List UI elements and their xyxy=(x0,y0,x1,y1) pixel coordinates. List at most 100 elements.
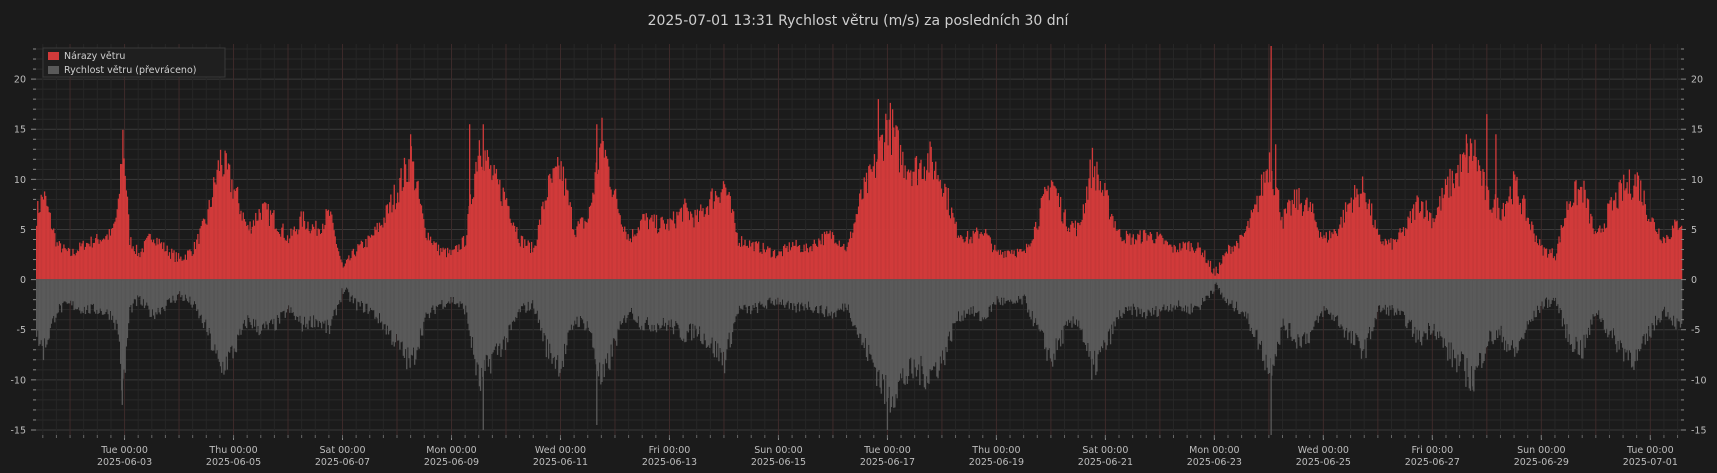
series-bar xyxy=(264,202,266,280)
series-bar xyxy=(602,279,604,365)
series-bar xyxy=(918,169,920,280)
series-bar xyxy=(314,228,316,280)
series-bar xyxy=(776,279,778,305)
series-bar xyxy=(1514,174,1516,280)
series-bar xyxy=(1679,226,1682,280)
series-bar xyxy=(1319,232,1322,280)
series-bar xyxy=(1294,207,1297,280)
series-bar xyxy=(781,256,784,280)
series-bar xyxy=(172,279,174,296)
series-bar xyxy=(587,218,590,280)
series-bar xyxy=(663,279,666,327)
series-bar xyxy=(492,175,494,280)
series-bar xyxy=(507,205,509,280)
series-bar xyxy=(680,279,683,340)
series-bar xyxy=(355,279,357,299)
series-bar xyxy=(1162,279,1164,307)
series-bar xyxy=(1368,279,1371,327)
series-bar xyxy=(696,209,699,280)
series-bar xyxy=(987,279,989,317)
series-bar xyxy=(234,190,236,280)
series-bar xyxy=(1606,279,1608,329)
series-bar xyxy=(166,279,168,300)
series-bar xyxy=(706,279,709,347)
series-bar xyxy=(1013,250,1015,280)
series-bar xyxy=(481,166,483,280)
series-bar xyxy=(664,279,667,323)
series-bar xyxy=(1263,279,1265,361)
series-bar xyxy=(703,279,705,334)
series-bar xyxy=(1123,240,1125,280)
series-bar xyxy=(511,225,513,280)
series-bar xyxy=(1074,220,1077,280)
series-bar xyxy=(681,221,684,280)
series-bar xyxy=(1462,279,1465,355)
series-bar xyxy=(1140,243,1142,280)
series-bar xyxy=(672,279,675,335)
series-bar xyxy=(1223,279,1225,298)
series-bar xyxy=(235,279,238,353)
series-bar xyxy=(553,168,555,280)
series-bar xyxy=(1626,182,1628,280)
series-bar xyxy=(1396,242,1398,280)
series-bar xyxy=(1308,207,1310,280)
series-bar xyxy=(736,279,738,315)
series-bar xyxy=(1042,279,1045,333)
series-bar xyxy=(1655,279,1658,326)
series-bar xyxy=(1409,211,1411,280)
series-bar xyxy=(1055,188,1057,280)
series-bar xyxy=(1280,279,1282,328)
series-bar xyxy=(1576,279,1578,342)
series-bar xyxy=(301,279,303,332)
series-bar xyxy=(855,279,857,328)
series-bar xyxy=(993,279,995,303)
series-bar xyxy=(431,279,433,308)
series-bar xyxy=(906,279,909,384)
series-bar xyxy=(302,279,305,325)
series-bar xyxy=(577,279,579,328)
series-bar xyxy=(1343,222,1346,280)
series-bar xyxy=(743,245,745,280)
series-bar xyxy=(1458,186,1460,280)
series-bar xyxy=(57,245,59,280)
series-bar xyxy=(820,244,822,280)
series-bar xyxy=(56,279,58,314)
series-bar xyxy=(780,279,783,305)
series-bar xyxy=(72,279,74,302)
series-bar xyxy=(1216,279,1218,285)
series-bar xyxy=(716,195,718,280)
series-bar xyxy=(876,161,878,280)
series-bar xyxy=(1233,279,1235,312)
series-bar xyxy=(97,279,99,315)
series-bar xyxy=(854,222,856,280)
series-bar xyxy=(533,279,535,309)
series-bar xyxy=(1266,279,1268,368)
series-bar xyxy=(524,239,526,280)
series-bar xyxy=(760,279,762,305)
series-bar xyxy=(1115,230,1117,280)
series-bar xyxy=(1254,279,1256,338)
series-bar xyxy=(1436,279,1439,332)
series-bar xyxy=(241,279,243,330)
series-bar xyxy=(41,279,43,346)
series-bar xyxy=(46,205,48,280)
series-bar xyxy=(191,279,193,308)
series-bar xyxy=(796,246,798,280)
series-bar xyxy=(450,255,452,280)
series-bar xyxy=(584,279,586,331)
series-bar xyxy=(417,180,419,280)
series-bar xyxy=(481,279,483,368)
series-bar xyxy=(616,279,618,346)
series-bar xyxy=(597,169,600,280)
series-bar xyxy=(1581,186,1583,280)
series-bar xyxy=(1596,231,1599,280)
series-bar xyxy=(297,279,299,318)
series-bar xyxy=(238,279,240,336)
series-bar xyxy=(352,248,355,280)
series-bar xyxy=(846,246,848,280)
series-bar xyxy=(958,237,961,280)
series-bar xyxy=(1576,205,1578,280)
series-bar xyxy=(1028,279,1030,310)
series-bar xyxy=(1189,279,1191,315)
series-bar xyxy=(735,231,737,280)
